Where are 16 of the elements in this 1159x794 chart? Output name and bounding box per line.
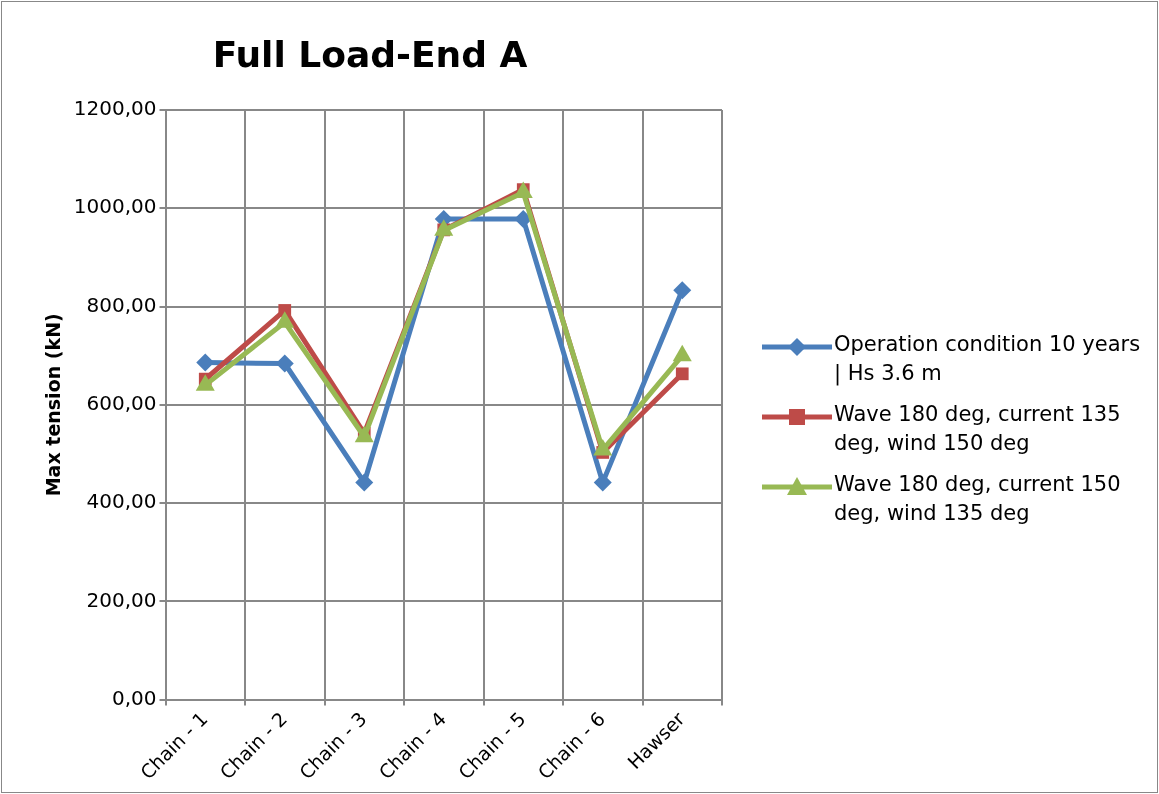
y-tick-label: 0,00 [111,685,157,710]
legend-label: Wave 180 deg, current 135 deg, wind 150 deg [834,401,1122,457]
legend-label: Wave 180 deg, current 150 deg, wind 135 deg [834,471,1122,527]
point [593,473,612,492]
y-tick-label: 1000,00 [73,194,157,219]
legend-label: Operation condition 10 years | Hs 3.6 m [834,331,1142,388]
y-axis-title: Max tension (kN) [42,313,65,497]
y-tick-label: 200,00 [86,587,157,612]
point [355,473,374,492]
point [675,367,689,381]
chart-title: Full Load-End A [211,34,529,75]
y-tick-label: 800,00 [86,292,157,317]
point [673,281,692,300]
y-tick-label: 600,00 [86,390,157,415]
y-tick-label: 1200,00 [73,96,157,121]
y-tick-label: 400,00 [86,489,157,514]
